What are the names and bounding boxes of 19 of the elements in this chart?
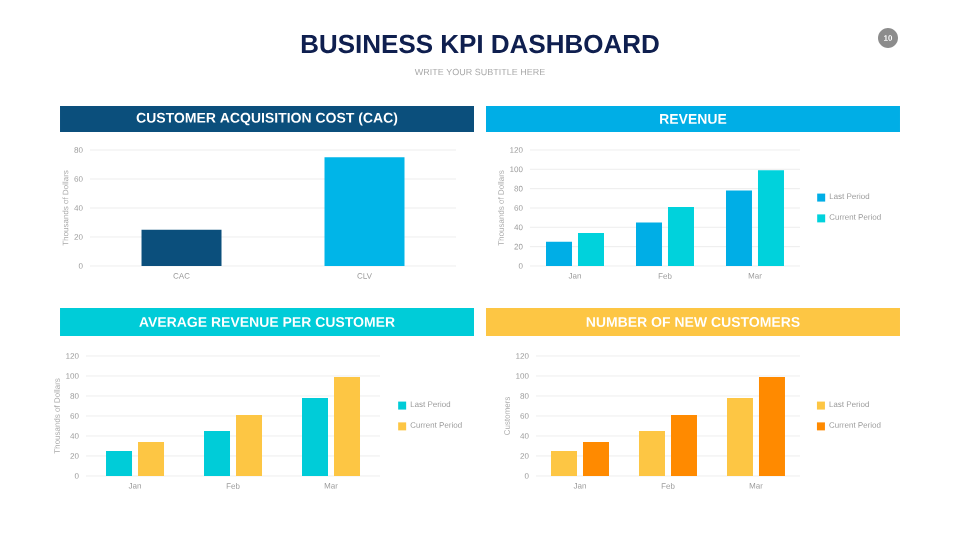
bar	[583, 441, 609, 476]
bar	[334, 376, 360, 476]
bar	[546, 241, 572, 266]
bar	[667, 207, 694, 266]
bar	[725, 190, 752, 266]
bar	[758, 376, 785, 476]
bar	[106, 450, 133, 476]
bar	[577, 233, 604, 266]
bar	[236, 414, 263, 476]
bar	[138, 441, 165, 476]
bar	[551, 450, 577, 476]
bar	[204, 430, 231, 476]
text: BUSINESS KPI DASHBOARD	[301, 34, 659, 54]
bar	[638, 430, 665, 476]
bar	[670, 414, 697, 476]
bar	[302, 397, 328, 476]
bar	[757, 170, 784, 266]
bar	[636, 222, 662, 266]
bar	[726, 397, 753, 476]
